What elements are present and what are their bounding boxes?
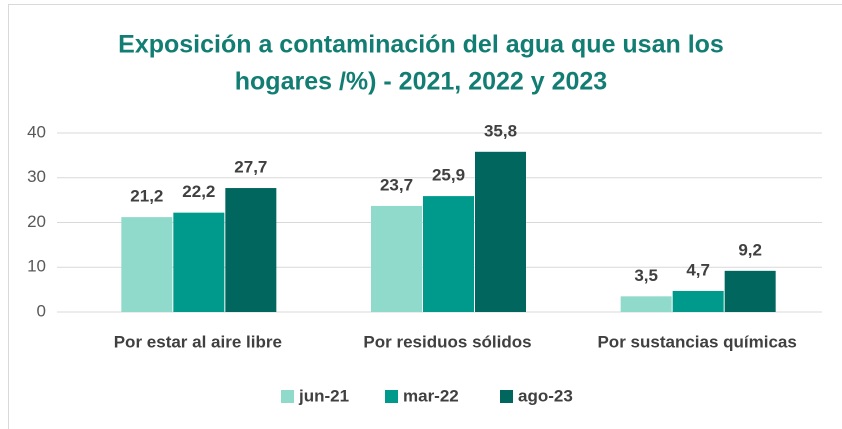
data-label: 27,7 bbox=[234, 158, 267, 177]
bar bbox=[423, 196, 474, 312]
bar bbox=[225, 188, 277, 312]
legend-label: ago-23 bbox=[518, 386, 573, 405]
x-tick-label: Por estar al aire libre bbox=[114, 332, 282, 351]
legend-swatch bbox=[500, 390, 513, 403]
y-tick-label: 20 bbox=[27, 212, 46, 231]
bar bbox=[475, 151, 526, 312]
chart-title: Exposición a contaminación del agua que … bbox=[118, 31, 724, 59]
chart-frame bbox=[8, 4, 842, 429]
legend-label: mar-22 bbox=[403, 386, 459, 405]
y-tick-label: 0 bbox=[37, 301, 46, 320]
bar bbox=[121, 217, 173, 312]
bar bbox=[173, 212, 225, 312]
legend-label: jun-21 bbox=[298, 386, 349, 405]
bar bbox=[672, 290, 724, 312]
legend-swatch bbox=[385, 390, 398, 403]
data-label: 9,2 bbox=[738, 240, 762, 259]
y-tick-label: 40 bbox=[27, 122, 46, 141]
y-tick-label: 10 bbox=[27, 257, 46, 276]
x-tick-label: Por residuos sólidos bbox=[363, 332, 531, 351]
bar bbox=[620, 296, 672, 312]
chart-title: hogares /%) - 2021, 2022 y 2023 bbox=[235, 68, 607, 96]
x-tick-label: Por sustancias químicas bbox=[597, 332, 796, 351]
data-label: 35,8 bbox=[484, 121, 517, 140]
data-label: 25,9 bbox=[432, 166, 465, 185]
data-label: 4,7 bbox=[686, 260, 710, 279]
data-label: 22,2 bbox=[182, 182, 215, 201]
data-label: 23,7 bbox=[380, 175, 413, 194]
y-tick-label: 30 bbox=[27, 167, 46, 186]
bar bbox=[724, 270, 776, 312]
data-label: 3,5 bbox=[634, 266, 658, 285]
data-label: 21,2 bbox=[130, 187, 163, 206]
legend-swatch bbox=[281, 390, 294, 403]
bar bbox=[371, 205, 422, 312]
